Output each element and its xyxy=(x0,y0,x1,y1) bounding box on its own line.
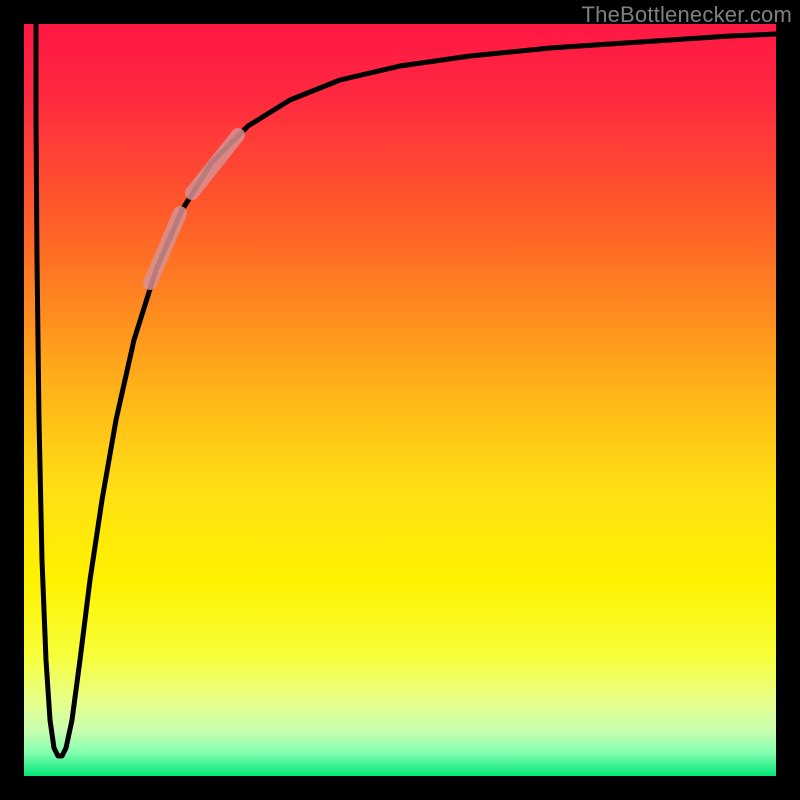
bottleneck-chart xyxy=(0,0,800,800)
chart-background xyxy=(24,24,776,776)
chart-container: TheBottlenecker.com xyxy=(0,0,800,800)
watermark-text: TheBottlenecker.com xyxy=(582,2,792,28)
